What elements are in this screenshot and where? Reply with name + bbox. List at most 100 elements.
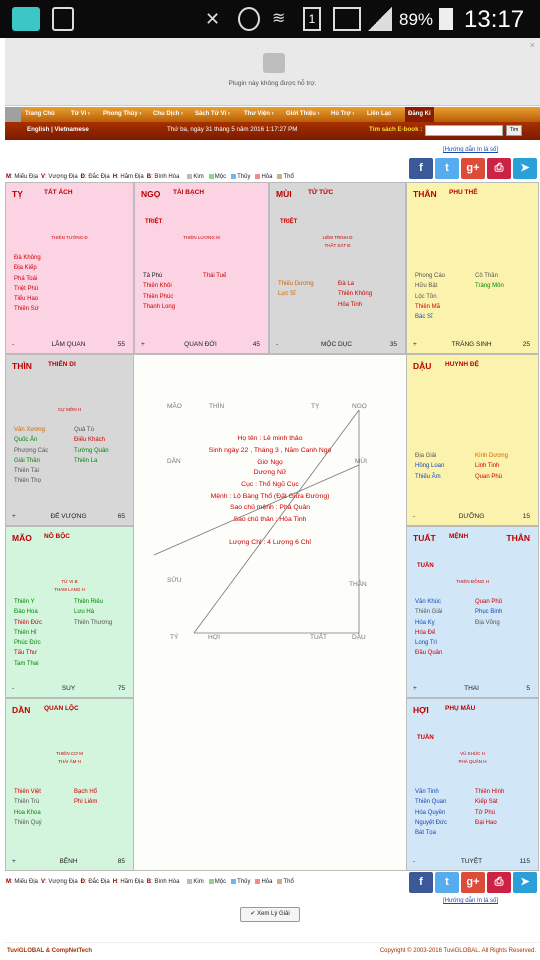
yin-yang-sign: - [276,341,279,348]
yin-yang-sign: + [141,341,145,348]
star: Hỏa Tinh [338,301,363,308]
google-plus-icon[interactable]: g+ [461,872,485,893]
telegram-icon[interactable]: ➤ [513,872,537,893]
star: Thiếu Âm [415,473,441,480]
element-swatch [208,879,214,884]
chart-info-line: Mệnh : Lộ Bàng Thổ (Đất Giữa Đường) [210,493,330,500]
facebook-icon[interactable]: f [409,158,433,179]
main-star: CỰ MÔN H [57,407,82,412]
twitter-icon[interactable]: t [435,158,459,179]
star: Thiên Trù [14,799,40,806]
palace-name-2: THÂN [506,533,530,543]
palace-cell[interactable]: HỢI PHỤ MẪU TUẦN VŨ KHÚC H PHÁ QUÂN H Văn Tin… [406,698,539,871]
print-help-link-bottom[interactable]: [Hướng dẫn In lá số] [443,898,498,904]
view-interpretation-button[interactable]: ✔ Xem Lý Giải [240,907,300,922]
google-plus-icon[interactable]: g+ [461,158,485,179]
star: Nguyệt Đức [415,819,448,826]
signal-icon [368,7,392,31]
star-list-left: Địa Giải Hồng Loan Thiếu Âm [415,451,444,482]
legend-desc-h: : Hãm Địa [117,879,144,886]
nav-item[interactable]: Thư Viện › [244,111,274,117]
star: Thiên Phúc [143,293,174,300]
age-number: 55 [117,341,125,348]
palace-cell[interactable]: MÃO NÔ BỘC TỬ VI B THAM LANG H Thiên Y Đào Ho… [5,526,134,698]
view-interpretation-label: Xem Lý Giải [257,911,290,917]
ring-branch: NGỌ [352,403,367,410]
star: Linh Tinh [475,463,500,470]
chart-info-line: Lượng Chỉ : 4 Lượng 6 Chỉ [229,539,311,546]
facebook-icon[interactable]: f [409,872,433,893]
ring-branch: TỴ [311,403,320,410]
star: Đào Hoa [14,609,38,616]
star: Phục Binh [475,609,503,616]
palace-cell[interactable]: THÂN PHU THÊ Phong Cáo Hữu Bật Lộc Tồn Thiên … [406,182,539,354]
palace-cell[interactable]: NGỌ TÀI BẠCH TRIỆT THIÊN LƯƠNG M Tả Phù Thiên… [134,182,269,354]
chart-info-line: Giờ Ngọ [257,459,283,466]
palace-cell[interactable]: DẬU HUYNH ĐỆ Địa Giải Hồng Loan Thiếu Âm Kình… [406,354,539,526]
star: Thiên Mã [415,303,441,310]
palace-name: TÀI BẠCH [173,189,205,196]
star: Lực Sĩ [278,291,296,298]
signal-box-icon [333,7,361,31]
chart-info-line: Họ tên : Lê minh thảo [237,435,303,442]
legend-desc-b: : Bình Hòa [151,174,180,181]
palace-cell[interactable]: MÙI TỬ TỨC TRIỆT LIÊM TRINH Đ THẤT SÁT Đ Thiế… [269,182,406,354]
star: Giải Thần [14,457,40,464]
footer-brand[interactable]: TuviGLOBAL & CompNetTech [7,948,93,954]
site-logo-icon[interactable] [5,107,21,122]
life-stage: TRÀNG SINH [451,341,492,348]
palace-cell[interactable]: THÌN THIÊN DI CỰ MÔN H Văn Xương Quốc Ấn Phượ… [5,354,134,526]
check-icon: ✔ [250,911,256,917]
nav-item[interactable]: Tử Vi › [71,111,90,117]
print-help-link[interactable]: [Hướng dẫn In lá số] [443,147,498,153]
star-list-right: Đà La Thiên Không Hỏa Tinh [338,279,372,310]
legend-desc-d: : Đắc Địa [85,879,110,886]
nav-item[interactable]: Sách Tử Vi › [195,111,230,117]
nav-item[interactable]: Hỏ Trợ › [331,111,355,117]
star: Tấu Thư [14,650,37,657]
element-swatch [255,174,261,179]
language-links[interactable]: English | Vietnamese [27,126,89,133]
palace-cell[interactable]: DẦN QUAN LỘC THIÊN CƠ M THÁI ÂM H Thiên Việt… [5,698,134,871]
age-number: 85 [117,858,125,865]
ring-branch: HỢI [208,634,221,641]
star: Kiếp Sát [475,799,498,806]
star: Tướng Quân [74,447,109,454]
nav-item[interactable]: Đăng Kí [405,107,434,122]
palace-tag: TUẦN [417,735,434,741]
twitter-icon[interactable]: t [435,872,459,893]
main-star: THÁI ÂM H [58,759,81,764]
palace-cell[interactable]: TUẤT MỆNH THÂN TUẦN THIÊN ĐỒNG H Văn Khúc Thiê… [406,526,539,698]
nav-item[interactable]: Trang Chủ [25,111,55,117]
nav-item[interactable]: Phong Thủy › [103,111,142,117]
nav-item[interactable]: Liên Lạc [367,111,392,117]
search-button[interactable]: Tìm [506,125,522,136]
print-icon[interactable]: ⎙ [487,158,511,179]
close-icon[interactable]: × [529,40,535,50]
nav-item[interactable]: Giới Thiệu › [286,111,320,117]
search-input[interactable] [425,125,503,136]
legend-key-v: V [41,879,46,886]
star: Thanh Long [143,303,176,310]
palace-branch: NGỌ [141,189,161,199]
star-list-left: Văn Tinh Thiên Quan Hóa Quyền Nguyệt Đức Bát… [415,787,447,838]
star: Phượng Các [14,447,49,454]
star-list-right: Bạch Hổ Phi Liêm [74,787,97,808]
star: Thiên Giải [415,609,443,616]
palace-branch: MÃO [12,533,32,543]
clock: 13:17 [464,6,525,33]
print-icon[interactable]: ⎙ [487,872,511,893]
star-list-right: Thiên Riêu Lưu Hà Thiên Thương [74,597,112,628]
legend-key-m: M [6,879,11,886]
legend-desc-b: : Bình Hòa [151,879,180,886]
ring-branch: THÌN [209,403,225,410]
star: Đà La [338,281,355,287]
star: Phong Cáo [415,273,446,279]
star: Thiên Tài [14,468,39,475]
telegram-icon[interactable]: ➤ [513,158,537,179]
legend-bottom: M: Miếu Địa V: Vượng Địa Đ: Đắc Địa H: Hãm … [6,879,294,885]
nav-item[interactable]: Chu Dịch › [153,111,183,117]
sim-icon: 1 [303,7,321,31]
palace-cell[interactable]: TỴ TẤT ÁCH THIÊN TƯỚNG Đ Đà Không Địa Kiếp Ph… [5,182,134,354]
ring-branch: DẦN [167,458,181,465]
